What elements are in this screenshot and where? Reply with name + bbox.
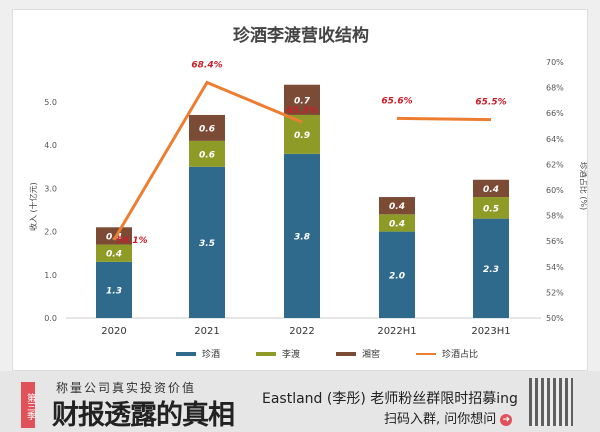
bar-data-label: 2.3 [483,265,499,275]
legend-swatch-李渡 [256,352,276,356]
legend-swatch-湘窖 [336,352,356,356]
bar-segment-珍酒 [473,218,509,318]
y2-tick-label: 68% [546,84,564,93]
chart-frame: 珍酒李渡营收结构 0.0 1.0 2.0 3.0 4.0 5.0 50% 52% 54% 56% 58… [12,9,588,371]
bar-segment-湘窖 [96,227,132,245]
promo-line-2[interactable]: 扫码入群, 问你想问 ➜ [384,408,513,427]
bar-segment-珍酒 [96,261,132,318]
x-tick-label: 2023H1 [471,326,510,337]
y-tick-label: 2.0 [44,228,57,237]
promo-banner: 第三季 称量公司真实投资价值 财报透露的真相 Eastland (李彤) 老师粉… [0,371,600,432]
bar-data-label: 0.4 [389,219,405,229]
bar-segment-珍酒 [379,231,415,318]
bar-segment-湘窖 [284,84,320,115]
y2-tick-label: 64% [546,135,564,144]
legend-label: 李渡 [282,348,300,360]
bar-segment-湘窖 [473,179,509,198]
line-data-label: 68.4% [191,60,222,70]
bar-segment-珍酒 [284,153,320,318]
y-axis-title: 收入 (十亿元) [28,182,38,231]
y2-axis-title: 珍酒占比 (%) [579,162,587,210]
bar-data-label: 0.4 [106,250,122,260]
y2-tick-label: 66% [546,109,564,118]
line-data-label: 56.1% [116,236,147,246]
share-line [396,116,492,122]
y2-tick-label: 54% [546,263,564,272]
banner-subtitle: 称量公司真实投资价值 [56,381,197,395]
bar-data-label: 2.0 [389,271,405,281]
x-tick-label: 2022 [289,326,314,337]
bar-data-label: 3.8 [294,232,310,242]
legend-label: 珍酒 [202,348,220,360]
bar-data-label: 3.5 [199,239,215,249]
stacked-bar-chart: 珍酒李渡营收结构 0.0 1.0 2.0 3.0 4.0 5.0 50% 52% 54% 56% 58… [28,25,587,360]
season-ribbon: 第三季 [21,382,35,428]
y-tick-label: 1.0 [44,271,57,280]
plot-area: 珍酒李渡营收结构 0.0 1.0 2.0 3.0 4.0 5.0 50% 52% 54% 56% 58… [28,25,587,360]
line-data-label: 65.6% [381,96,412,106]
y2-tick-label: 56% [546,237,564,246]
bar-segment-湘窖 [379,197,415,215]
bar-data-label: 0.6 [199,150,215,160]
legend-label: 湘窖 [362,348,380,360]
x-tick-label: 2021 [194,326,219,337]
bar-segment-珍酒 [189,166,225,318]
bar-data-label: 0.6 [199,124,215,134]
bar-segment-湘窖 [189,114,225,141]
legend-swatch-珍酒 [176,352,196,356]
y2-tick-label: 62% [546,160,564,169]
y2-tick-label: 58% [546,212,564,221]
bar-data-label: 0.7 [294,96,311,106]
bar-data-label: 0.9 [294,131,310,141]
bar-segment-李渡 [189,140,225,167]
line-data-label: 65.5% [475,98,506,108]
banner-title: 财报透露的真相 [52,400,235,431]
y2-tick-label: 50% [546,314,564,323]
y-tick-label: 5.0 [44,98,57,107]
bar-segment-李渡 [379,214,415,232]
bar-segment-李渡 [473,197,509,219]
promo-line-2-text: 扫码入群, 问你想问 [384,412,497,427]
promo-line-1: Eastland (李彤) 老师粉丝群限时招募ing [262,391,518,407]
y2-tick-label: 70% [546,58,564,67]
bar-data-label: 1.3 [106,286,122,296]
x-tick-label: 2020 [101,326,126,337]
y2-tick-label: 60% [546,186,564,195]
y-tick-label: 4.0 [44,141,57,150]
line-data-label: 65.3% [286,106,317,116]
y-tick-label: 3.0 [44,184,57,193]
y2-tick-label: 52% [546,288,564,297]
qr-code-image[interactable] [529,378,573,426]
arrow-right-icon[interactable]: ➜ [500,413,513,426]
bar-data-label: 0.4 [389,202,405,212]
x-tick-label: 2022H1 [377,326,416,337]
bar-data-label: 0.5 [483,204,499,214]
y-tick-label: 0.0 [44,314,57,323]
legend-label: 珍酒占比 [442,348,478,360]
chart-title: 珍酒李渡营收结构 [233,25,369,46]
bar-data-label: 0.4 [483,185,499,195]
bar-segment-李渡 [96,244,132,262]
share-line [112,80,303,241]
